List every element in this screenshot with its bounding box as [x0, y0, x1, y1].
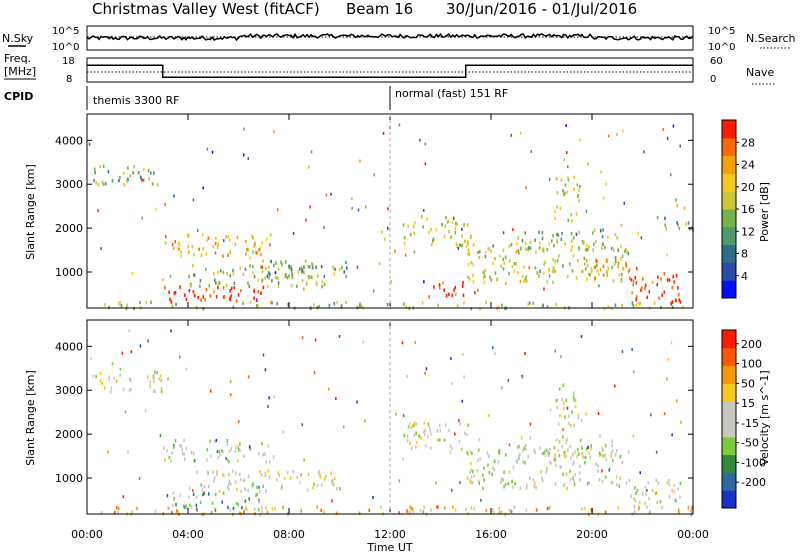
x-tick-label: 20:00 [576, 528, 608, 541]
colorbar-tick-label: 4 [741, 270, 748, 283]
velocity-colorbar: 200 100 50 15 -15 -50 -100 -200 [721, 329, 766, 509]
x-tick-label: 00:00 [71, 528, 103, 541]
power-colorbar: 4 8 12 16 20 24 28 [721, 119, 755, 299]
colorbar-tick-label: 8 [741, 248, 748, 261]
colorbar-tick-label: 16 [741, 203, 755, 216]
freq-tick-top: 18 [62, 56, 75, 67]
colorbar-tick-label: 15 [741, 397, 755, 410]
nsearch-label: N.Search [746, 32, 796, 45]
x-tick-label: 08:00 [273, 528, 305, 541]
velocity-y-label: Slant Range [km] [24, 370, 37, 466]
power-data [88, 123, 694, 311]
colorbar-tick-label: -50 [741, 437, 759, 450]
colorbar-tick-label: 28 [741, 136, 755, 149]
nsky-tick-bottom: 10^0 [52, 42, 79, 53]
y-tick-label: 2000 [55, 222, 83, 235]
freq-unit: [MHz] [4, 65, 36, 78]
nsky-tick-top: 10^5 [52, 26, 79, 37]
x-tick-label: 00:00 [677, 528, 709, 541]
x-tick-label: 12:00 [374, 528, 406, 541]
nsky-series [86, 32, 694, 42]
station-title: Christmas Valley West (fitACF) [92, 0, 320, 18]
nave-label: Nave [746, 66, 774, 79]
y-tick-label: 1000 [55, 266, 83, 279]
x-tick-label: 04:00 [172, 528, 204, 541]
y-tick-label: 1000 [55, 472, 83, 485]
x-axis-label: Time UT [366, 541, 412, 554]
x-tick-label: 16:00 [475, 528, 507, 541]
colorbar-tick-label: 12 [741, 225, 755, 238]
cpid-label: CPID [4, 90, 33, 103]
y-tick-label: 4000 [55, 134, 83, 147]
nsearch-tick-top: 10^5 [708, 26, 735, 37]
nave-tick-top: 60 [710, 56, 723, 67]
velocity-y-axis: 1000 2000 3000 4000 [55, 340, 693, 485]
nsky-panel [86, 25, 694, 51]
nsky-label: N.Sky [2, 32, 34, 45]
power-y-axis: 1000 2000 3000 4000 [55, 134, 693, 279]
colorbar-tick-label: 50 [741, 377, 755, 390]
nsearch-tick-bottom: 10^0 [708, 42, 735, 53]
cpid-segment-2: normal (fast) 151 RF [395, 87, 508, 100]
power-y-label: Slant Range [km] [24, 164, 37, 260]
beam-title: Beam 16 [346, 0, 413, 18]
colorbar-tick-label: 200 [741, 338, 762, 351]
date-range: 30/Jun/2016 - 01/Jul/2016 [446, 0, 637, 18]
y-tick-label: 3000 [55, 384, 83, 397]
freq-label: Freq. [4, 52, 31, 65]
y-tick-label: 3000 [55, 178, 83, 191]
colorbar-tick-label: 20 [741, 181, 755, 194]
colorbar-tick-label: -200 [741, 476, 766, 489]
nave-tick-bottom: 0 [710, 74, 716, 85]
freq-panel [86, 57, 694, 83]
nsky-trace [86, 32, 694, 42]
freq-tick-bottom: 8 [66, 74, 72, 85]
velocity-colorbar-label: Velocity [m s^-1] [758, 370, 771, 465]
power-colorbar-label: Power [dB] [758, 182, 771, 242]
freq-step-line [87, 64, 693, 78]
colorbar-tick-label: 24 [741, 159, 755, 172]
x-axis: 00:00 04:00 08:00 12:00 16:00 20:00 00:00 [71, 114, 709, 541]
cpid-segment-1: themis 3300 RF [93, 94, 180, 107]
colorbar-tick-label: 100 [741, 358, 762, 371]
colorbar-tick-label: -100 [741, 456, 766, 469]
y-tick-label: 4000 [55, 340, 83, 353]
y-tick-label: 2000 [55, 428, 83, 441]
colorbar-tick-label: -15 [741, 417, 759, 430]
